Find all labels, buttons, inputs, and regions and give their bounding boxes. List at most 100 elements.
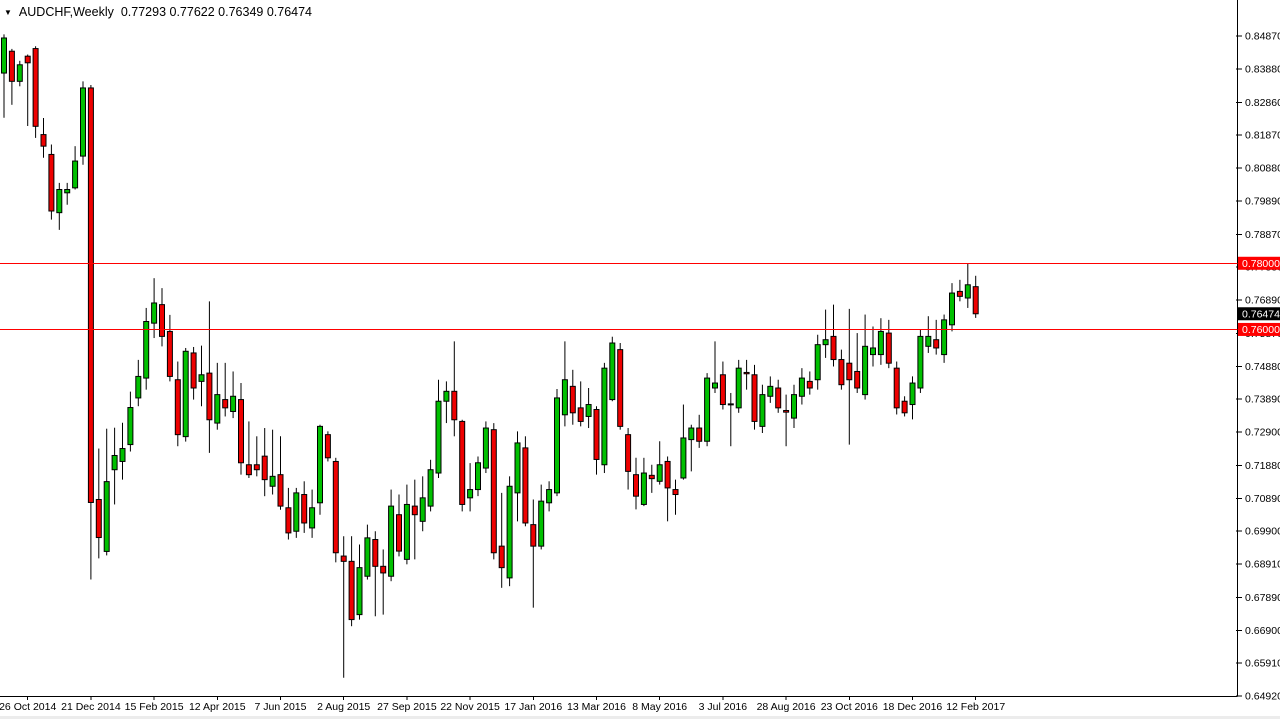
candle [514, 431, 521, 522]
time-tick-label: 17 Jan 2016 [504, 701, 562, 713]
candle [475, 456, 481, 497]
candle [95, 448, 102, 559]
candle [964, 263, 971, 308]
price-tick-label: 0.83880 [1245, 63, 1280, 75]
price-level-tag: 0.78000 [1238, 256, 1280, 270]
candle [332, 457, 339, 563]
candle [822, 309, 829, 358]
candle [340, 536, 347, 678]
candle [830, 304, 837, 367]
candle [498, 492, 505, 588]
candle [672, 479, 679, 515]
candle [743, 359, 750, 390]
candle [933, 319, 940, 355]
time-tick-label: 7 Jun 2015 [255, 701, 307, 713]
candle [712, 341, 718, 393]
candle [230, 371, 237, 419]
candle [482, 421, 489, 474]
candle [151, 278, 158, 339]
candle [806, 371, 813, 395]
price-tags: 0.78000 0.76000 0.76474 [1238, 256, 1280, 336]
candle [546, 481, 553, 512]
candle [24, 54, 31, 126]
candle [640, 457, 647, 507]
candle [885, 319, 892, 369]
candle [530, 499, 537, 608]
candle [277, 436, 284, 510]
price-tick-label: 0.64920 [1245, 691, 1280, 703]
price-axis[interactable]: 0.84870 0.83880 0.82860 0.81870 0.80880 0.798… [1236, 31, 1280, 703]
candle [593, 406, 600, 475]
candle [909, 376, 916, 420]
candle [577, 381, 584, 427]
price-tick-label: 0.71880 [1245, 460, 1280, 472]
horizontal-level-lines[interactable] [0, 262, 1238, 330]
candle [561, 341, 568, 427]
price-tick-label: 0.66900 [1245, 625, 1280, 637]
axis-frame [0, 0, 1238, 697]
symbol-period-label: AUDCHF,Weekly [18, 5, 114, 19]
candle [32, 46, 39, 138]
time-axis[interactable]: 26 Oct 2014 21 Dec 2014 15 Feb 2015 12 Apr … [0, 696, 1005, 713]
candle [735, 359, 742, 413]
candle [490, 423, 497, 560]
candle [293, 487, 300, 538]
candle [633, 457, 639, 510]
price-tick-label: 0.79890 [1245, 195, 1280, 207]
price-tick-label: 0.81870 [1245, 130, 1280, 142]
time-tick-label: 12 Feb 2017 [946, 701, 1005, 713]
time-tick-label: 23 Oct 2016 [821, 701, 878, 713]
candles-layer [1, 34, 979, 678]
candle [245, 421, 252, 478]
candle [159, 288, 165, 347]
candle [538, 484, 545, 550]
candle [838, 349, 845, 390]
price-tick-label: 0.73890 [1245, 394, 1280, 406]
time-tick-label: 21 Dec 2014 [61, 701, 121, 713]
window-bottom-edge [0, 716, 1280, 719]
candle [648, 464, 655, 493]
candle [522, 436, 529, 527]
candle [664, 456, 671, 522]
candle [751, 364, 758, 430]
candle [72, 146, 79, 190]
candle [198, 345, 205, 407]
candle [617, 343, 624, 430]
candle [601, 362, 608, 474]
candle [893, 361, 900, 415]
candle [238, 383, 244, 475]
price-tick-label: 0.72900 [1245, 427, 1280, 439]
svg-text:0.76000: 0.76000 [1242, 324, 1280, 336]
price-tick-label: 0.69900 [1245, 526, 1280, 538]
time-tick-label: 28 Aug 2016 [757, 701, 816, 713]
time-tick-label: 2 Aug 2015 [317, 701, 370, 713]
candle [814, 334, 821, 390]
price-tick-label: 0.78870 [1245, 229, 1280, 241]
candle [625, 428, 632, 490]
candle [767, 376, 774, 403]
candle [467, 463, 474, 512]
candle [317, 424, 323, 515]
candle [174, 361, 181, 447]
candle [506, 476, 513, 587]
candle [269, 429, 276, 495]
time-tick-label: 22 Nov 2015 [440, 701, 500, 713]
candle [656, 441, 663, 485]
price-level-tag: 0.76000 [1238, 322, 1280, 336]
candle [356, 544, 363, 620]
candle [451, 341, 458, 437]
ohlc-values: 0.77293 0.77622 0.76349 0.76474 [120, 5, 312, 19]
time-tick-label: 12 Apr 2015 [189, 701, 246, 713]
candle [704, 373, 711, 447]
price-tick-label: 0.68910 [1245, 559, 1280, 571]
candle [459, 419, 466, 512]
candle [40, 118, 47, 158]
price-tick-label: 0.74880 [1245, 361, 1280, 373]
candle [870, 326, 876, 367]
candle [80, 81, 86, 165]
svg-text:0.78000: 0.78000 [1242, 258, 1280, 270]
candle [759, 384, 766, 433]
current-price-tag: 0.76474 [1238, 307, 1280, 321]
